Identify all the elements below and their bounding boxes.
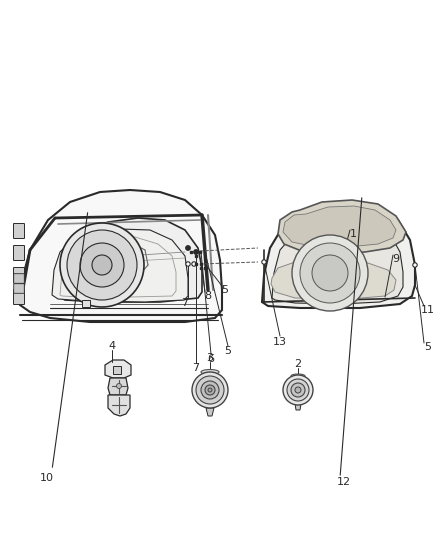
Text: 5: 5: [222, 285, 229, 295]
Polygon shape: [55, 218, 202, 302]
Text: 11: 11: [421, 305, 435, 315]
Circle shape: [292, 235, 368, 311]
Circle shape: [67, 230, 137, 300]
Circle shape: [205, 385, 215, 395]
FancyBboxPatch shape: [14, 274, 24, 284]
Polygon shape: [272, 218, 403, 304]
Ellipse shape: [291, 374, 305, 378]
Circle shape: [287, 379, 309, 401]
Circle shape: [186, 262, 190, 266]
Circle shape: [283, 375, 313, 405]
Circle shape: [262, 260, 266, 264]
Circle shape: [192, 262, 196, 266]
Text: 13: 13: [273, 337, 287, 347]
FancyBboxPatch shape: [14, 284, 24, 293]
Polygon shape: [108, 395, 130, 416]
Text: 7: 7: [192, 363, 200, 373]
Text: 6: 6: [208, 354, 215, 364]
Circle shape: [196, 376, 224, 404]
Polygon shape: [278, 200, 406, 254]
Text: 5: 5: [225, 346, 232, 356]
Circle shape: [60, 223, 144, 307]
Polygon shape: [20, 190, 222, 322]
Polygon shape: [283, 206, 396, 247]
Text: 3: 3: [206, 353, 213, 363]
FancyBboxPatch shape: [82, 300, 90, 307]
Text: 12: 12: [337, 477, 351, 487]
Text: 9: 9: [392, 254, 399, 264]
Circle shape: [80, 243, 124, 287]
Circle shape: [186, 246, 190, 250]
Text: 7: 7: [181, 298, 189, 308]
FancyBboxPatch shape: [14, 289, 25, 304]
Polygon shape: [113, 366, 121, 374]
Polygon shape: [295, 404, 301, 410]
Circle shape: [192, 372, 228, 408]
Polygon shape: [271, 260, 396, 299]
Circle shape: [291, 383, 305, 397]
Circle shape: [295, 387, 301, 393]
Text: 10: 10: [40, 473, 54, 483]
Circle shape: [312, 255, 348, 291]
Circle shape: [413, 263, 417, 267]
FancyBboxPatch shape: [14, 246, 25, 261]
Text: 8: 8: [205, 291, 212, 301]
FancyBboxPatch shape: [14, 268, 25, 282]
FancyBboxPatch shape: [14, 223, 25, 238]
Circle shape: [201, 381, 219, 399]
Polygon shape: [206, 408, 214, 416]
Text: 1: 1: [350, 229, 357, 239]
Circle shape: [194, 250, 198, 254]
Polygon shape: [65, 232, 183, 299]
Ellipse shape: [201, 369, 219, 375]
Circle shape: [92, 255, 112, 275]
Polygon shape: [105, 360, 131, 378]
Polygon shape: [108, 378, 128, 395]
Circle shape: [117, 384, 121, 389]
Text: 5: 5: [424, 342, 431, 352]
Text: 2: 2: [294, 359, 301, 369]
Polygon shape: [262, 202, 415, 308]
Circle shape: [300, 243, 360, 303]
Polygon shape: [52, 229, 188, 302]
Circle shape: [208, 388, 212, 392]
Text: 4: 4: [109, 341, 116, 351]
